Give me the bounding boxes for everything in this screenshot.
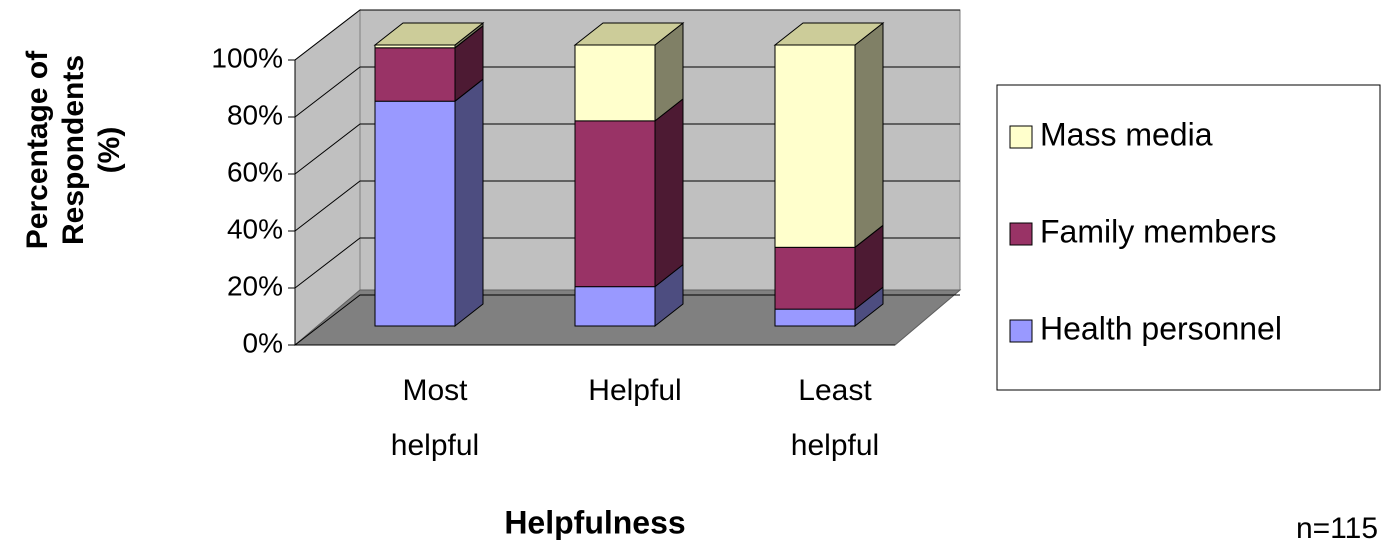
bar-top: [373, 22, 485, 46]
legend-swatch: [1009, 222, 1033, 246]
legend: [996, 84, 1381, 391]
y-tick-label: 20%: [227, 270, 283, 301]
side-wall: [294, 8, 361, 347]
x-tick-label: Helpful: [588, 374, 681, 407]
bar-segment: [774, 44, 856, 248]
bar-segment: [774, 308, 856, 327]
x-tick-label-line: Most: [402, 374, 468, 407]
y-tick-label: 40%: [227, 213, 283, 244]
x-axis-label: Helpfulness: [504, 504, 685, 540]
x-tick-label: Least helpful: [791, 374, 879, 462]
bar-side: [654, 97, 684, 288]
grid-line: [294, 180, 960, 232]
grid-line: [294, 294, 960, 346]
bar-top: [573, 22, 685, 46]
x-tick-label-line: helpful: [791, 429, 879, 462]
grid-line: [294, 9, 960, 61]
legend-label: Health personnel: [1040, 310, 1282, 346]
bar-segment: [574, 44, 656, 122]
legend-swatch: [1009, 125, 1033, 149]
x-tick-label-line: Least: [798, 374, 872, 407]
x-tick-label: Most helpful: [391, 374, 479, 462]
x-tick-label-line: helpful: [391, 429, 479, 462]
bar-side: [854, 21, 884, 249]
bars: [373, 21, 885, 328]
y-tick-label: 0%: [243, 327, 283, 358]
legend-label: Family members: [1040, 213, 1276, 249]
annotation: n=115: [1296, 512, 1378, 545]
y-tick-label: 80%: [227, 99, 283, 130]
grid-line: [294, 237, 960, 289]
bar-segment: [374, 47, 456, 102]
x-tick-label-line: Helpful: [588, 374, 681, 407]
y-tick-label: 100%: [211, 42, 283, 73]
grid: [294, 9, 960, 346]
bar-segment: [574, 286, 656, 327]
y-tick-label: 60%: [227, 156, 283, 187]
grid-line: [294, 123, 960, 175]
bar-segment: [374, 100, 456, 327]
bar-side: [454, 78, 484, 328]
bar-segment: [574, 120, 656, 288]
bar-segment: [774, 246, 856, 310]
legend-label: Mass media: [1040, 116, 1213, 152]
y-axis-label: Percentage of Respondents (%): [21, 50, 126, 249]
grid-line: [294, 66, 960, 118]
y-axis-label-line: Respondents: [57, 55, 90, 245]
bar-top: [773, 22, 885, 46]
y-axis-label-line: (%): [93, 127, 126, 174]
y-axis-label-line: Percentage of: [21, 50, 54, 249]
legend-swatch: [1009, 319, 1033, 343]
